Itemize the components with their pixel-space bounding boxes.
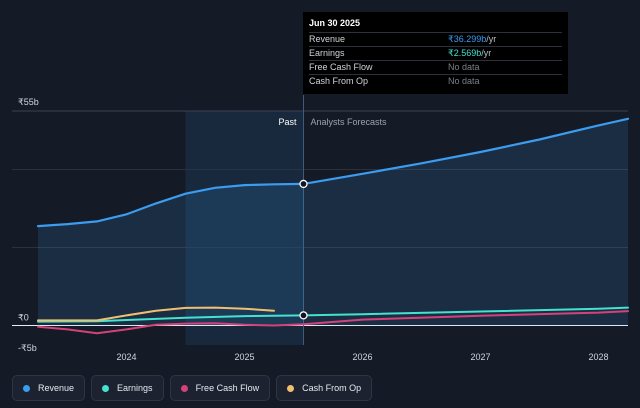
- legend-cash-from-op-button[interactable]: Cash From Op: [276, 375, 373, 401]
- legend-label: Cash From Op: [302, 383, 362, 393]
- tooltip-label: Revenue: [309, 34, 346, 44]
- x-tick-label: 2025: [234, 352, 254, 362]
- cash_from_op-line: [37, 306, 275, 322]
- past-period-band: [185, 111, 304, 345]
- legend-label: Earnings: [117, 383, 153, 393]
- tooltip-value: No data: [448, 76, 480, 86]
- series-lines: [36, 117, 630, 335]
- tooltip-label: Cash From Op: [309, 76, 369, 86]
- tooltip-date: Jun 30 2025: [309, 18, 361, 28]
- y-tick-label: ₹55b: [18, 97, 39, 107]
- tooltip-label: Free Cash Flow: [309, 62, 373, 72]
- tooltip-row-revenue: Revenue ₹36.299b /yr: [309, 32, 562, 46]
- legend-earnings-button[interactable]: Earnings: [91, 375, 164, 401]
- legend-label: Free Cash Flow: [195, 383, 260, 393]
- tooltip-unit: /yr: [481, 48, 492, 58]
- earnings-dot-icon: [102, 384, 110, 392]
- area-fills: [38, 118, 628, 326]
- x-tick-label: 2026: [352, 352, 372, 362]
- revenue-line: [36, 117, 630, 228]
- cash-from-op-dot-icon: [287, 384, 295, 392]
- revenue-earnings-chart: ₹55b ₹0 -₹5b 2024 2025 2026 2027 2028 Past Analys…: [12, 95, 630, 362]
- revenue-dot-icon: [23, 384, 30, 392]
- earnings-line: [37, 306, 629, 323]
- legend-revenue-button[interactable]: Revenue: [12, 375, 86, 401]
- tooltip-row-earnings: Earnings ₹2.569b /yr: [309, 46, 562, 60]
- chart-legend: Revenue Earnings Free Cash Flow Cash Fro…: [12, 375, 373, 401]
- highlight-markers: [299, 179, 308, 320]
- legend-free-cash-flow-button[interactable]: Free Cash Flow: [169, 375, 271, 401]
- tooltip-value: ₹2.569b: [448, 48, 482, 58]
- tooltip-label: Earnings: [309, 48, 345, 58]
- axis-labels: ₹55b ₹0 -₹5b 2024 2025 2026 2027 2028 Past Analys…: [18, 97, 609, 362]
- tooltip-row-cash-from-op: Cash From Op No data: [309, 74, 562, 88]
- x-tick-label: 2028: [588, 352, 608, 362]
- legend-label: Revenue: [38, 383, 75, 393]
- x-tick-label: 2024: [116, 352, 136, 362]
- past-label: Past: [278, 117, 297, 127]
- tooltip-row-free-cash-flow: Free Cash Flow No data: [309, 60, 562, 74]
- earnings-highlight-point: [299, 311, 308, 320]
- tooltip-value: ₹36.299b: [448, 34, 487, 44]
- tooltip-value: No data: [448, 62, 480, 72]
- revenue-area: [38, 118, 628, 326]
- gridlines: [12, 95, 628, 345]
- tooltip-panel: Jun 30 2025 Revenue ₹36.299b /yr Earning…: [303, 12, 568, 94]
- tooltip-unit: /yr: [486, 34, 497, 44]
- free_cash_flow-line: [37, 310, 629, 335]
- revenue-highlight-point: [299, 179, 308, 189]
- x-tick-label: 2027: [470, 352, 490, 362]
- free-cash-flow-dot-icon: [180, 384, 188, 392]
- forecast-label: Analysts Forecasts: [311, 117, 388, 127]
- y-tick-label: ₹0: [18, 313, 29, 323]
- y-tick-label: -₹5b: [18, 343, 37, 353]
